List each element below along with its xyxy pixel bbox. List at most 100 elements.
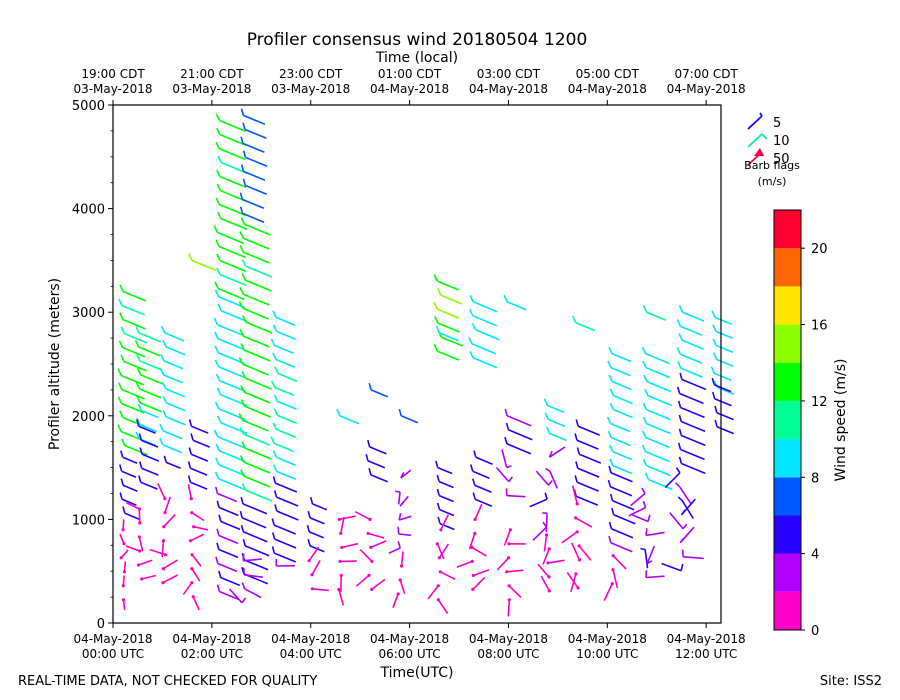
wind-barb xyxy=(162,514,176,529)
wind-barb xyxy=(270,380,295,397)
top-x-tick-label: 04-May-2018 xyxy=(469,82,548,96)
top-x-tick-label: 03:00 CDT xyxy=(477,67,541,81)
wind-barb xyxy=(714,405,734,421)
wind-barb xyxy=(603,582,614,601)
wind-barb xyxy=(436,598,449,615)
wind-barb xyxy=(273,408,298,425)
wind-barb xyxy=(215,373,247,393)
wind-barb xyxy=(545,426,567,442)
x-tick-label: 06:00 UTC xyxy=(378,647,440,661)
wind-barb xyxy=(213,225,245,245)
wind-barb xyxy=(608,521,634,539)
colorbar-segment xyxy=(774,553,801,592)
wind-barb xyxy=(191,595,200,611)
wind-barb xyxy=(646,545,656,565)
wind-barb xyxy=(669,512,688,530)
wind-barb xyxy=(611,554,627,570)
top-x-tick-label: 19:00 CDT xyxy=(81,67,145,81)
wind-barb xyxy=(608,444,633,461)
wind-barb xyxy=(359,549,374,564)
wind-barb xyxy=(677,442,705,461)
wind-barb xyxy=(120,478,138,492)
wind-barb xyxy=(119,312,146,330)
wind-barb xyxy=(216,528,239,545)
wind-barb xyxy=(216,584,239,601)
wind-barb xyxy=(468,336,497,355)
wind-barb xyxy=(216,127,247,147)
wind-barb xyxy=(472,492,493,507)
wind-barb xyxy=(216,183,247,203)
wind-barb xyxy=(218,514,241,531)
wind-barb xyxy=(240,108,266,126)
y-tick-label: 1000 xyxy=(72,513,105,528)
wind-barb xyxy=(241,441,272,460)
wind-barb xyxy=(388,541,401,554)
wind-barb xyxy=(496,556,511,571)
top-x-tick-label: 03-May-2018 xyxy=(172,82,251,96)
wind-barb xyxy=(118,382,145,400)
wind-barb xyxy=(240,524,268,543)
wind-barb xyxy=(609,388,633,405)
x-tick-label: 04-May-2018 xyxy=(469,632,548,646)
wind-barb xyxy=(162,395,186,412)
wind-barb xyxy=(182,581,194,596)
top-x-tick-label: 04-May-2018 xyxy=(568,82,647,96)
wind-barb xyxy=(273,394,297,411)
wind-barb xyxy=(607,479,633,497)
wind-barb xyxy=(367,439,387,455)
wind-barb xyxy=(136,419,156,434)
wind-barb xyxy=(681,549,704,560)
plot-frame xyxy=(112,104,722,624)
wind-barb xyxy=(339,516,345,536)
wind-barb xyxy=(642,430,671,449)
wind-barb xyxy=(433,302,460,319)
legend-label: 50 xyxy=(773,152,790,167)
wind-barb xyxy=(507,598,511,617)
wind-barb xyxy=(471,322,500,341)
wind-barb xyxy=(217,211,248,231)
wind-barb xyxy=(240,217,272,236)
bottom-axis-label: Time(UTC) xyxy=(380,665,454,681)
wind-barb xyxy=(507,542,526,546)
wind-barb xyxy=(242,178,268,196)
wind-barb xyxy=(437,516,455,531)
wind-barb xyxy=(712,338,734,354)
wind-barb xyxy=(239,455,271,474)
wind-barb xyxy=(505,488,526,498)
wind-barb xyxy=(139,461,159,476)
wind-barb xyxy=(501,449,512,469)
wind-barb xyxy=(120,326,148,344)
wind-barb xyxy=(157,483,167,501)
wind-barb xyxy=(241,259,273,278)
wind-barb xyxy=(216,253,247,273)
wind-barb xyxy=(310,587,329,592)
x-tick-label: 08:00 UTC xyxy=(477,647,539,661)
wind-barb xyxy=(369,540,387,550)
wind-barb xyxy=(239,287,270,306)
wind-barb xyxy=(711,377,732,393)
wind-barb xyxy=(575,419,601,436)
colorbar-segment xyxy=(774,477,801,516)
y-tick-label: 5000 xyxy=(72,99,105,114)
wind-barb xyxy=(240,136,265,154)
wind-barb xyxy=(239,245,270,264)
wind-barb xyxy=(162,409,186,426)
colorbar-segment xyxy=(774,286,801,325)
wind-barb xyxy=(433,344,460,361)
wind-barb xyxy=(504,436,532,455)
wind-barb xyxy=(242,315,273,334)
wind-barb xyxy=(188,253,217,272)
wind-barb xyxy=(395,490,401,505)
wind-barb xyxy=(644,388,673,407)
wind-barb xyxy=(678,456,706,475)
wind-barb xyxy=(215,457,246,477)
wind-barb xyxy=(136,353,162,371)
wind-barb xyxy=(611,568,619,589)
x-tick-label: 10:00 UTC xyxy=(576,647,638,661)
wind-barb xyxy=(271,518,297,535)
wind-barb xyxy=(366,531,385,539)
wind-barb xyxy=(119,549,129,560)
wind-barb xyxy=(398,408,419,424)
wind-barb xyxy=(214,345,245,365)
